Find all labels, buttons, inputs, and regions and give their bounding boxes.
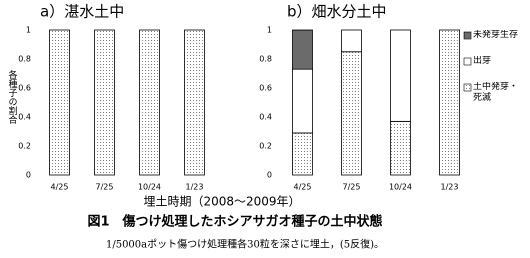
x-tick-label: 10/24	[138, 183, 161, 192]
y-tick-label: 1	[26, 26, 31, 35]
y-tick-label: 0.4	[18, 113, 31, 122]
bar	[439, 29, 460, 176]
legend-label: 出芽	[473, 56, 492, 66]
legend-text: 土中発芽・死滅	[473, 82, 519, 103]
y-tick-label: 0	[267, 171, 272, 180]
y-tick-label: 0.8	[259, 55, 272, 64]
legend-text: 出芽	[473, 56, 492, 66]
x-tick-label: 1/23	[186, 183, 204, 192]
y-tick-label: 0.8	[18, 55, 31, 64]
x-tick-label: 1/23	[441, 183, 459, 192]
chart-title: b）畑水分土中	[287, 3, 387, 21]
legend-label: 土中発芽・死滅	[473, 82, 519, 103]
x-tick-label: 7/25	[96, 183, 114, 192]
x-tick-label: 4/25	[51, 183, 69, 192]
bar	[390, 120, 411, 176]
bar	[184, 29, 205, 176]
legend-text: 未発芽生存	[473, 30, 519, 40]
bar	[292, 29, 313, 70]
figure-note: 1/5000aポット傷つけ処理種各30粒を深さに埋土，(5反復)。	[106, 238, 384, 251]
x-tick-label: 4/25	[294, 183, 312, 192]
y-tick-label: 0.4	[259, 113, 272, 122]
bar	[292, 68, 313, 134]
y-tick-label: 0.2	[259, 142, 272, 151]
bar	[94, 29, 115, 176]
x-axis-title: 埋土時期（2008～2009年）	[143, 195, 300, 209]
legend-swatch	[463, 83, 472, 92]
y-axis-title: 各種子の割合	[7, 69, 18, 125]
x-tick-label: 7/25	[343, 183, 361, 192]
legend-label: 未発芽生存	[473, 30, 519, 40]
bar	[341, 29, 362, 53]
legend-swatch	[463, 57, 472, 66]
bar	[341, 51, 362, 176]
legend-swatch	[463, 31, 472, 40]
bar	[390, 29, 411, 122]
bar	[49, 29, 70, 176]
y-tick-label: 0.6	[18, 84, 31, 93]
y-tick-label: 0.6	[259, 84, 272, 93]
figure-caption: 図1 傷つけ処理したホシアサガオ種子の土中状態	[87, 214, 382, 230]
x-tick-label: 10/24	[389, 183, 412, 192]
y-tick-label: 0	[26, 171, 31, 180]
chart-title: a）湛水土中	[40, 3, 124, 21]
y-tick-label: 0.2	[18, 142, 31, 151]
y-tick-label: 1	[267, 26, 272, 35]
bar	[292, 132, 313, 176]
bar	[139, 29, 160, 176]
